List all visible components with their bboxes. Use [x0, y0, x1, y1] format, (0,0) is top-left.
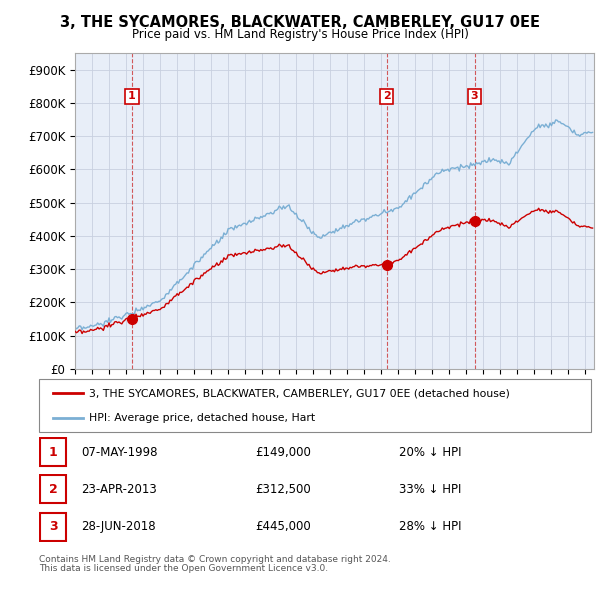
Text: HPI: Average price, detached house, Hart: HPI: Average price, detached house, Hart: [89, 412, 315, 422]
Text: 23-APR-2013: 23-APR-2013: [81, 483, 157, 496]
Text: This data is licensed under the Open Government Licence v3.0.: This data is licensed under the Open Gov…: [39, 564, 328, 573]
Text: 33% ↓ HPI: 33% ↓ HPI: [399, 483, 461, 496]
Text: £312,500: £312,500: [255, 483, 311, 496]
Text: 2: 2: [383, 91, 391, 101]
Text: 2: 2: [49, 483, 58, 496]
Text: 28-JUN-2018: 28-JUN-2018: [81, 520, 155, 533]
Text: 07-MAY-1998: 07-MAY-1998: [81, 445, 157, 459]
Text: Price paid vs. HM Land Registry's House Price Index (HPI): Price paid vs. HM Land Registry's House …: [131, 28, 469, 41]
Text: 28% ↓ HPI: 28% ↓ HPI: [399, 520, 461, 533]
Text: 1: 1: [49, 445, 58, 459]
Text: £445,000: £445,000: [255, 520, 311, 533]
Text: Contains HM Land Registry data © Crown copyright and database right 2024.: Contains HM Land Registry data © Crown c…: [39, 555, 391, 563]
Text: 1: 1: [128, 91, 136, 101]
Text: 3: 3: [49, 520, 58, 533]
Text: £149,000: £149,000: [255, 445, 311, 459]
Text: 20% ↓ HPI: 20% ↓ HPI: [399, 445, 461, 459]
Text: 3: 3: [471, 91, 478, 101]
Text: 3, THE SYCAMORES, BLACKWATER, CAMBERLEY, GU17 0EE (detached house): 3, THE SYCAMORES, BLACKWATER, CAMBERLEY,…: [89, 388, 509, 398]
Text: 3, THE SYCAMORES, BLACKWATER, CAMBERLEY, GU17 0EE: 3, THE SYCAMORES, BLACKWATER, CAMBERLEY,…: [60, 15, 540, 30]
